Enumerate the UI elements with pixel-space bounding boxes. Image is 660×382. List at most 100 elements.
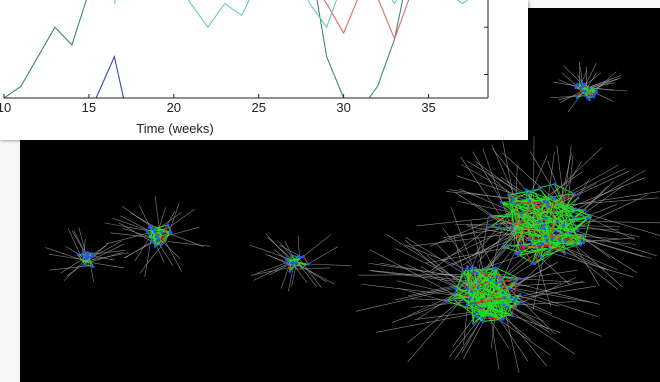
network-node <box>505 305 509 309</box>
network-node <box>81 249 85 253</box>
axes-frame <box>4 0 489 99</box>
core-edge <box>77 254 86 265</box>
cluster-large-lower <box>356 206 602 373</box>
network-node <box>538 220 542 223</box>
spoke-edge <box>407 286 479 343</box>
cluster-center <box>249 233 351 292</box>
network-node <box>489 225 492 228</box>
network-node <box>533 262 537 266</box>
core-edge <box>554 198 566 254</box>
core-edge <box>540 242 584 258</box>
network-node <box>472 312 476 316</box>
network-node <box>539 226 543 230</box>
network-node <box>584 89 587 93</box>
core-edge <box>481 267 497 319</box>
core-edge <box>534 220 558 265</box>
core-edge <box>473 267 512 280</box>
network-node <box>506 244 510 247</box>
network-node <box>153 230 157 234</box>
network-node <box>147 226 151 229</box>
network-node <box>582 233 586 237</box>
core-edge <box>152 231 172 243</box>
network-node <box>523 245 527 249</box>
core-edge <box>521 201 548 214</box>
core-edge <box>542 243 566 254</box>
spoke-edge <box>279 244 303 258</box>
x-tick-label-10: 10 <box>0 100 11 115</box>
cluster-top-right <box>550 62 628 113</box>
network-node <box>497 225 500 229</box>
core-edge <box>534 234 584 265</box>
network-node <box>553 182 556 186</box>
series-line-1 <box>4 0 404 98</box>
network-node <box>562 223 565 227</box>
core-edge <box>471 297 505 304</box>
network-node <box>581 89 585 93</box>
network-node <box>489 214 493 218</box>
core-edge <box>511 218 547 228</box>
network-node <box>476 286 480 290</box>
network-node <box>524 188 528 192</box>
core-edge <box>473 268 484 322</box>
network-node <box>593 92 597 96</box>
series-line-2 <box>95 54 125 98</box>
network-node <box>572 215 576 219</box>
core-edge <box>500 281 504 319</box>
core-edge <box>539 201 545 222</box>
spoke-edge <box>368 262 475 279</box>
core-edge <box>521 212 584 244</box>
spoke-edge <box>465 222 527 225</box>
network-node <box>586 216 589 220</box>
network-node <box>495 274 499 278</box>
core-edge <box>151 238 161 245</box>
network-node <box>543 223 546 227</box>
core-edge <box>479 281 502 309</box>
network-node <box>473 270 476 274</box>
spoke-edge <box>556 145 564 200</box>
core-edge <box>511 201 579 231</box>
core-edge <box>475 278 520 305</box>
core-edge <box>538 187 582 242</box>
time-series-chart: 10 15 20 25 30 35 Time (weeks) <box>0 0 528 140</box>
core-edge <box>466 269 484 322</box>
core-edge <box>292 256 302 266</box>
network-layer <box>45 62 660 373</box>
network-node <box>296 255 300 259</box>
core-edge <box>152 224 168 230</box>
chart-background <box>0 0 528 140</box>
spoke-edge <box>87 243 109 260</box>
network-node <box>563 239 567 243</box>
core-edge <box>546 218 571 234</box>
spoke-edge <box>167 241 211 247</box>
network-node <box>454 287 458 291</box>
core-edge <box>150 225 172 233</box>
core-edge <box>539 221 561 241</box>
core-edge <box>544 197 579 226</box>
spoke-edge <box>162 237 183 272</box>
network-node <box>465 303 469 307</box>
core-edge <box>559 234 584 242</box>
network-node <box>589 94 593 97</box>
network-node <box>527 238 531 242</box>
network-node <box>501 317 505 321</box>
spoke-edge <box>48 253 90 262</box>
series-lines <box>4 0 469 98</box>
core-edge <box>453 298 484 322</box>
spoke-edge <box>249 244 292 260</box>
network-node <box>510 225 514 229</box>
spoke-edge <box>527 227 552 307</box>
network-node <box>542 199 546 203</box>
spoke-edge <box>86 243 124 263</box>
core-edge <box>289 256 299 272</box>
network-node <box>501 291 505 295</box>
network-node <box>531 189 535 193</box>
network-node <box>543 227 546 231</box>
core-edge <box>490 297 516 318</box>
spoke-edge <box>498 244 538 282</box>
core-edge <box>519 221 541 253</box>
spoke-edge <box>397 287 484 312</box>
core-edge <box>446 300 503 320</box>
network-node <box>519 300 522 304</box>
network-node <box>502 303 506 307</box>
x-tick-label-35: 35 <box>421 100 435 115</box>
